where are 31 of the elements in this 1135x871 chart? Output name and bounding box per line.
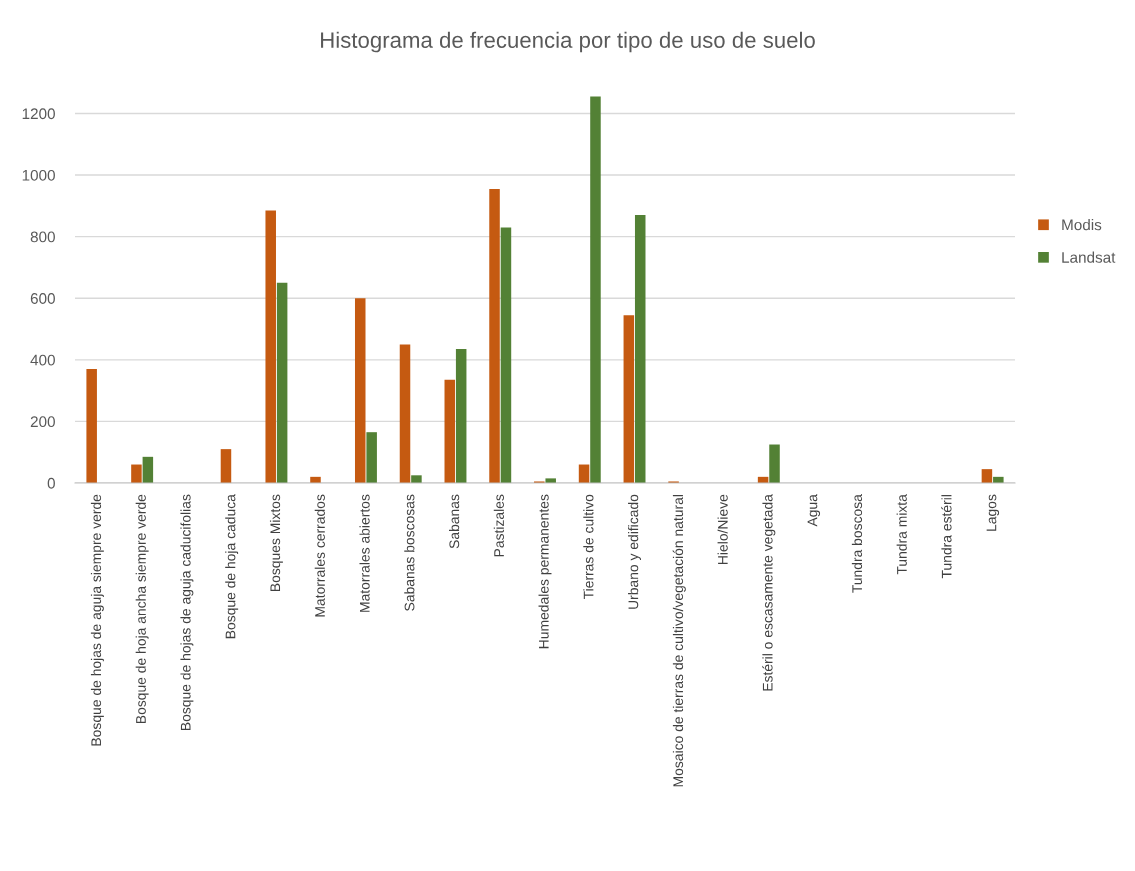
x-tick-label: Sabanas — [449, 494, 460, 549]
x-tick-label: Lagos — [986, 494, 1000, 531]
x-tick-label: Urbano y edificado — [628, 494, 641, 609]
chart-title: Histograma de frecuencia por tipo de uso de suelo — [321, 31, 815, 53]
x-tick-label: Mosaico de tierras de cultivo/vegetación natural — [672, 495, 686, 787]
x-tick-label: Tundra estéril — [941, 495, 952, 579]
y-tick-label: 200 — [30, 416, 55, 428]
legend-label: Landsat — [1062, 251, 1116, 263]
x-tick-label: Bosque de hojas de aguja siempre verde — [90, 494, 104, 746]
x-tick-label: Bosque de hoja ancha siempre verde — [135, 494, 149, 724]
legend-label: Modis — [1062, 219, 1102, 231]
y-tick-label: 1000 — [22, 169, 55, 181]
x-tick-label: Matorrales cerrados — [314, 494, 325, 617]
x-tick-label: Hielo/Nieve — [717, 494, 728, 564]
x-tick-label: Tierras de cultivo — [583, 494, 594, 600]
y-tick-label: 400 — [30, 354, 55, 366]
x-tick-label: Bosque de hoja caduca — [225, 494, 239, 639]
x-tick-label: Pastizales — [493, 494, 504, 557]
x-tick-label: Matorrales abiertos — [359, 494, 370, 612]
y-tick-label: 0 — [47, 477, 55, 489]
x-tick-label: Sabanas boscosas — [404, 494, 415, 611]
y-tick-label: 600 — [30, 293, 55, 304]
x-tick-label: Humedales permanentes — [538, 494, 552, 649]
y-tick-label: 800 — [30, 231, 55, 243]
x-tick-label: Bosques Mixtos — [269, 494, 283, 591]
x-tick-label: Tundra boscosa — [851, 494, 863, 593]
x-tick-label: Estéril o escasamente vegetada — [762, 494, 776, 691]
y-tick-label: 1200 — [22, 108, 55, 120]
x-tick-label: Agua — [807, 494, 821, 527]
x-tick-label: Tundra mixta — [896, 494, 907, 575]
x-tick-label: Bosque de hojas de aguja caducifolias — [180, 494, 194, 731]
